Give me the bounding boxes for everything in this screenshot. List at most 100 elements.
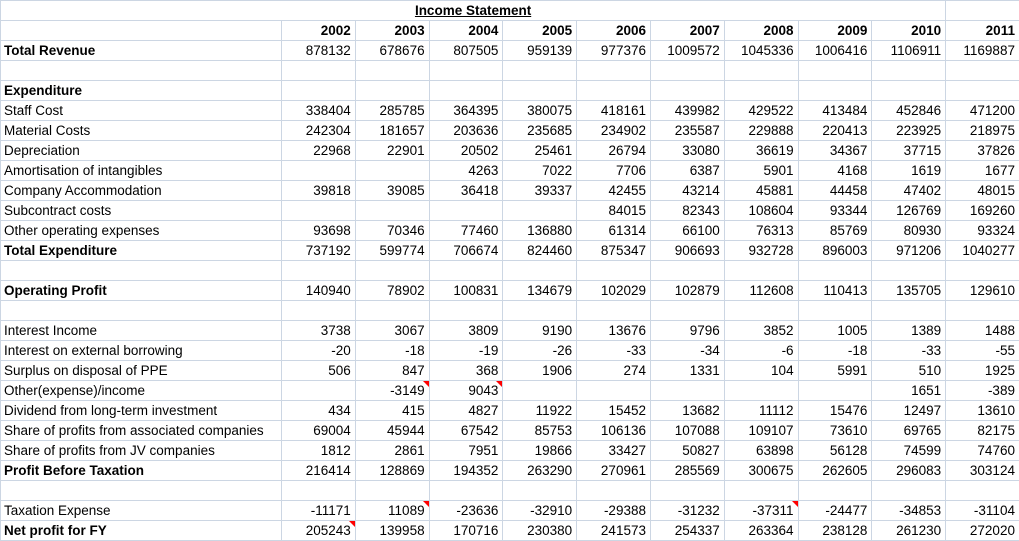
- cell[interactable]: 452846: [872, 101, 947, 121]
- cell[interactable]: -55: [946, 341, 1019, 361]
- cell[interactable]: 36418: [429, 181, 504, 201]
- cell[interactable]: 380075: [503, 101, 578, 121]
- cell[interactable]: -23636: [429, 501, 504, 521]
- cell[interactable]: [282, 201, 356, 221]
- cell[interactable]: 70346: [355, 221, 430, 241]
- cell[interactable]: -24477: [798, 501, 873, 521]
- cell[interactable]: 303124: [946, 461, 1019, 481]
- cell[interactable]: 84015: [577, 201, 651, 221]
- cell[interactable]: 216414: [282, 461, 356, 481]
- cell[interactable]: 7706: [577, 161, 651, 181]
- cell[interactable]: 7951: [429, 441, 504, 461]
- cell[interactable]: [355, 61, 430, 81]
- row-label[interactable]: Other operating expenses: [1, 221, 282, 241]
- row-label[interactable]: Amortisation of intangibles: [1, 161, 282, 181]
- cell[interactable]: 112608: [724, 281, 799, 301]
- cell[interactable]: 77460: [429, 221, 504, 241]
- cell[interactable]: 13610: [946, 401, 1019, 421]
- cell[interactable]: [872, 261, 947, 281]
- cell[interactable]: -31104: [946, 501, 1019, 521]
- cell[interactable]: 2861: [355, 441, 430, 461]
- cell[interactable]: 234902: [577, 121, 651, 141]
- cell[interactable]: [503, 61, 578, 81]
- cell[interactable]: [798, 61, 873, 81]
- cell[interactable]: 93344: [798, 201, 873, 221]
- cell[interactable]: [872, 301, 947, 321]
- cell[interactable]: 194352: [429, 461, 504, 481]
- cell[interactable]: [577, 261, 651, 281]
- cell[interactable]: [282, 161, 356, 181]
- cell[interactable]: 19866: [503, 441, 578, 461]
- cell[interactable]: 506: [282, 361, 356, 381]
- cell[interactable]: 1169887: [946, 41, 1019, 61]
- cell[interactable]: 15476: [798, 401, 873, 421]
- row-label[interactable]: Operating Profit: [1, 281, 282, 301]
- cell[interactable]: 5991: [798, 361, 873, 381]
- cell[interactable]: 128869: [355, 461, 430, 481]
- cell[interactable]: 48015: [946, 181, 1019, 201]
- row-label[interactable]: Taxation Expense: [1, 501, 282, 521]
- cell[interactable]: [577, 381, 651, 401]
- cell[interactable]: 109107: [724, 421, 799, 441]
- cell[interactable]: 364395: [429, 101, 504, 121]
- cell[interactable]: 285785: [355, 101, 430, 121]
- cell[interactable]: 169260: [946, 201, 1019, 221]
- cell[interactable]: [355, 161, 430, 181]
- cell[interactable]: 230380: [503, 521, 578, 541]
- cell[interactable]: [946, 261, 1019, 281]
- cell[interactable]: [798, 481, 873, 501]
- cell[interactable]: [872, 481, 947, 501]
- cell[interactable]: -32910: [503, 501, 578, 521]
- cell[interactable]: 1812: [282, 441, 356, 461]
- row-label[interactable]: Interest Income: [1, 321, 282, 341]
- cell[interactable]: -19: [429, 341, 504, 361]
- cell[interactable]: [355, 481, 430, 501]
- cell[interactable]: 261230: [872, 521, 947, 541]
- cell[interactable]: 129610: [946, 281, 1019, 301]
- cell[interactable]: 56128: [798, 441, 873, 461]
- cell[interactable]: 824460: [503, 241, 578, 261]
- cell[interactable]: 73610: [798, 421, 873, 441]
- cell[interactable]: [429, 61, 504, 81]
- cell[interactable]: 93324: [946, 221, 1019, 241]
- cell[interactable]: 45881: [724, 181, 799, 201]
- year-header[interactable]: 2010: [872, 21, 947, 41]
- cell[interactable]: 878132: [282, 41, 356, 61]
- cell[interactable]: 1906: [503, 361, 578, 381]
- cell[interactable]: -34853: [872, 501, 947, 521]
- cell[interactable]: 42455: [577, 181, 651, 201]
- cell[interactable]: 44458: [798, 181, 873, 201]
- cell[interactable]: 22901: [355, 141, 430, 161]
- row-label[interactable]: Company Accommodation: [1, 181, 282, 201]
- cell[interactable]: 140940: [282, 281, 356, 301]
- cell[interactable]: [282, 381, 356, 401]
- cell[interactable]: 69004: [282, 421, 356, 441]
- cell[interactable]: 218975: [946, 121, 1019, 141]
- row-label[interactable]: Surplus on disposal of PPE: [1, 361, 282, 381]
- row-label[interactable]: Share of profits from associated compani…: [1, 421, 282, 441]
- cell[interactable]: [503, 381, 578, 401]
- cell[interactable]: 1925: [946, 361, 1019, 381]
- cell[interactable]: 1006416: [798, 41, 873, 61]
- cell[interactable]: 11089: [355, 501, 430, 521]
- cell[interactable]: 263290: [503, 461, 578, 481]
- cell[interactable]: [650, 301, 725, 321]
- cell[interactable]: [650, 81, 725, 101]
- row-label[interactable]: [1, 481, 282, 501]
- cell[interactable]: 135705: [872, 281, 947, 301]
- cell[interactable]: 235685: [503, 121, 578, 141]
- cell[interactable]: 134679: [503, 281, 578, 301]
- cell[interactable]: 4263: [429, 161, 504, 181]
- cell[interactable]: 25461: [503, 141, 578, 161]
- cell[interactable]: 1677: [946, 161, 1019, 181]
- cell[interactable]: [872, 61, 947, 81]
- cell[interactable]: 106136: [577, 421, 651, 441]
- cell[interactable]: 66100: [650, 221, 725, 241]
- year-header[interactable]: 2006: [577, 21, 651, 41]
- cell[interactable]: [355, 201, 430, 221]
- cell[interactable]: [724, 61, 799, 81]
- cell[interactable]: 26794: [577, 141, 651, 161]
- cell[interactable]: 80930: [872, 221, 947, 241]
- cell[interactable]: -389: [946, 381, 1019, 401]
- cell[interactable]: 12497: [872, 401, 947, 421]
